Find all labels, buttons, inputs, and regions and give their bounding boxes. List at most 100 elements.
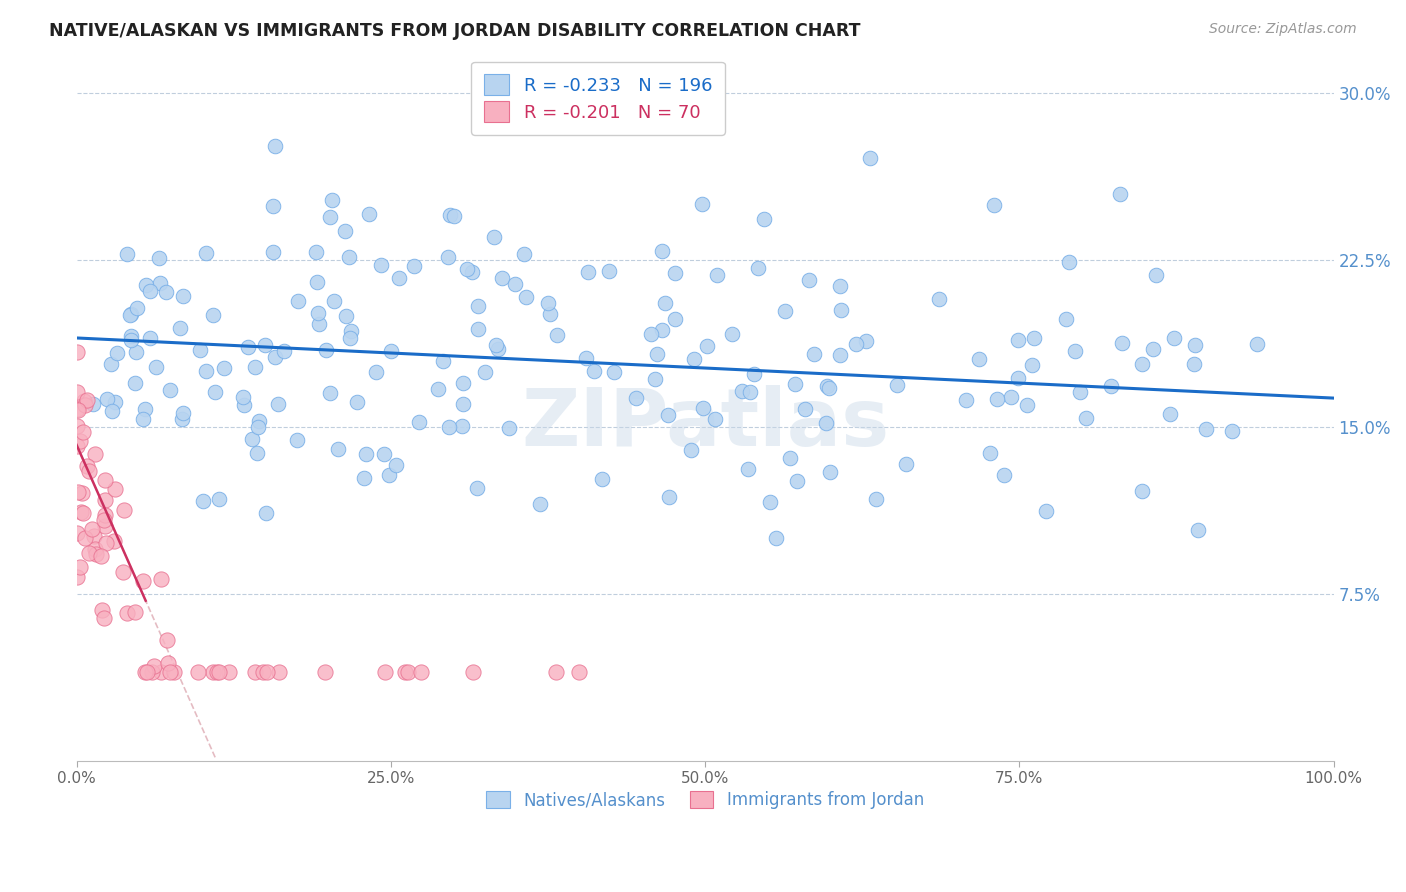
- Point: [803, 347, 825, 361]
- Point: [370, 258, 392, 272]
- Point: [346, 394, 368, 409]
- Point: [143, 658, 166, 673]
- Point: [323, 293, 346, 308]
- Point: [437, 251, 460, 265]
- Point: [467, 299, 489, 313]
- Point: [150, 665, 173, 679]
- Point: [337, 250, 360, 264]
- Point: [91, 603, 114, 617]
- Point: [955, 393, 977, 408]
- Point: [212, 360, 235, 375]
- Point: [124, 605, 146, 619]
- Point: [828, 348, 851, 362]
- Point: [1000, 391, 1022, 405]
- Point: [752, 212, 775, 227]
- Point: [70, 505, 93, 519]
- Point: [76, 459, 98, 474]
- Point: [1184, 338, 1206, 352]
- Point: [172, 411, 194, 425]
- Point: [786, 475, 808, 489]
- Point: [1246, 336, 1268, 351]
- Point: [443, 209, 465, 223]
- Point: [285, 434, 308, 448]
- Point: [983, 198, 1005, 212]
- Point: [172, 288, 194, 302]
- Point: [1187, 523, 1209, 537]
- Point: [364, 365, 387, 379]
- Point: [793, 402, 815, 417]
- Point: [103, 534, 125, 549]
- Point: [451, 376, 474, 391]
- Point: [1194, 422, 1216, 436]
- Point: [1007, 371, 1029, 385]
- Point: [69, 434, 91, 448]
- Point: [692, 401, 714, 415]
- Point: [830, 302, 852, 317]
- Point: [339, 324, 361, 338]
- Point: [246, 446, 269, 460]
- Point: [100, 357, 122, 371]
- Point: [267, 397, 290, 411]
- Point: [155, 285, 177, 300]
- Point: [1163, 331, 1185, 345]
- Point: [394, 665, 416, 679]
- Point: [72, 425, 94, 440]
- Point: [75, 398, 97, 412]
- Point: [779, 450, 801, 465]
- Point: [657, 490, 679, 504]
- Point: [159, 665, 181, 679]
- Point: [120, 307, 142, 321]
- Point: [335, 309, 357, 323]
- Point: [461, 265, 484, 279]
- Point: [267, 665, 290, 679]
- Point: [967, 351, 990, 366]
- Point: [690, 196, 713, 211]
- Point: [683, 351, 706, 366]
- Point: [396, 665, 419, 679]
- Point: [742, 367, 765, 381]
- Point: [1144, 268, 1167, 283]
- Point: [765, 531, 787, 545]
- Point: [94, 493, 117, 508]
- Point: [163, 665, 186, 679]
- Point: [202, 308, 225, 322]
- Point: [644, 372, 666, 386]
- Point: [314, 665, 336, 679]
- Point: [1160, 407, 1182, 421]
- Point: [93, 611, 115, 625]
- Text: Source: ZipAtlas.com: Source: ZipAtlas.com: [1209, 22, 1357, 37]
- Point: [65, 439, 87, 453]
- Point: [546, 327, 568, 342]
- Point: [204, 384, 226, 399]
- Point: [1064, 344, 1087, 359]
- Point: [664, 266, 686, 280]
- Point: [202, 665, 225, 679]
- Point: [721, 327, 744, 342]
- Point: [731, 384, 754, 399]
- Point: [94, 473, 117, 487]
- Point: [1220, 424, 1243, 438]
- Point: [529, 497, 551, 511]
- Point: [657, 408, 679, 422]
- Point: [894, 457, 917, 471]
- Point: [1182, 357, 1205, 371]
- Point: [159, 383, 181, 397]
- Point: [738, 384, 761, 399]
- Point: [141, 665, 163, 679]
- Point: [1007, 334, 1029, 348]
- Point: [125, 301, 148, 315]
- Point: [84, 542, 107, 557]
- Point: [818, 466, 841, 480]
- Point: [411, 665, 433, 679]
- Point: [76, 392, 98, 407]
- Point: [264, 138, 287, 153]
- Point: [538, 307, 561, 321]
- Point: [72, 507, 94, 521]
- Point: [582, 364, 605, 378]
- Point: [498, 420, 520, 434]
- Point: [986, 392, 1008, 406]
- Point: [1057, 255, 1080, 269]
- Point: [66, 384, 89, 399]
- Point: [818, 381, 841, 395]
- Point: [262, 244, 284, 259]
